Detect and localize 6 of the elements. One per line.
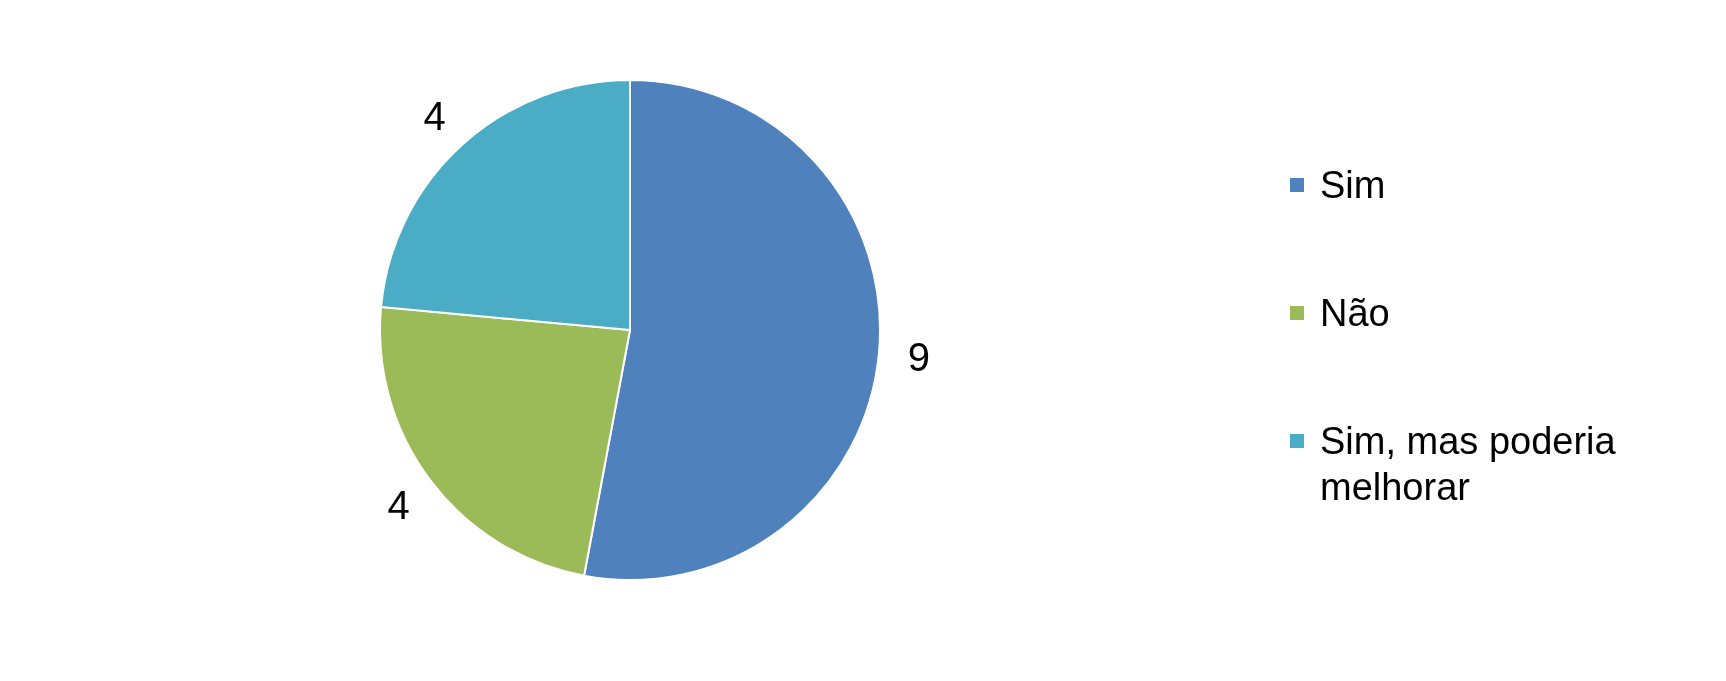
data-label: 9 — [907, 334, 930, 379]
legend-label: Sim, mas poderia melhorar — [1320, 420, 1617, 508]
data-label: 4 — [387, 482, 410, 527]
data-label: 4 — [423, 93, 446, 138]
legend-label: Sim — [1320, 164, 1386, 206]
legend-label: Não — [1320, 292, 1390, 334]
